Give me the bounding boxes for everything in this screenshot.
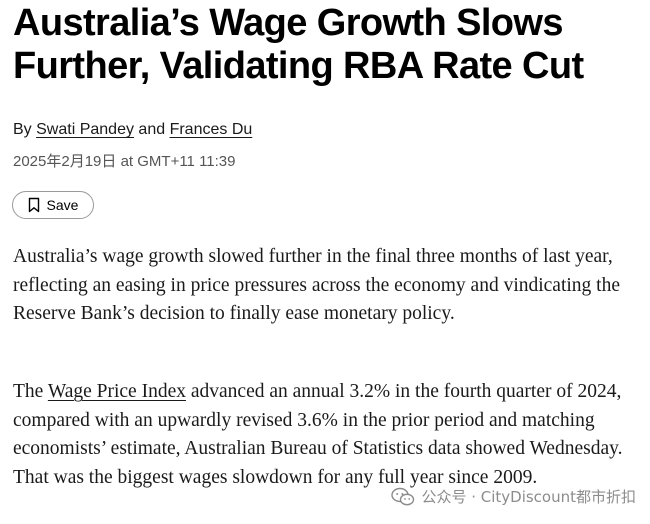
author-link-frances-du[interactable]: Frances Du <box>169 121 253 138</box>
byline: By Swati Pandey and Frances Du <box>13 121 252 139</box>
bookmark-icon <box>28 197 39 213</box>
publish-timestamp: 2025年2月19日 at GMT+11 11:39 <box>13 153 236 170</box>
article-paragraph: Australia’s wage growth slowed further i… <box>13 246 620 324</box>
save-label: Save <box>46 197 79 213</box>
headline: Australia’s Wage Growth Slows Further, V… <box>13 2 584 87</box>
watermark: 公众号 · CityDiscount都市折扣 <box>391 486 636 507</box>
save-button[interactable]: Save <box>12 191 94 219</box>
author-link-swati-pandey[interactable]: Swati Pandey <box>36 121 134 138</box>
wechat-icon <box>391 487 415 505</box>
article-paragraph: The Wage Price Index advanced an annual … <box>13 378 638 492</box>
byline-prefix: By <box>13 121 32 138</box>
paragraph-lead: The <box>13 381 44 402</box>
wage-price-index-link[interactable]: Wage Price Index <box>47 381 186 402</box>
watermark-text: 公众号 · CityDiscount都市折扣 <box>421 488 636 506</box>
byline-conjunction: and <box>138 121 166 138</box>
paragraph-body: advanced an annual 3.2% in the fourth qu… <box>13 381 623 488</box>
